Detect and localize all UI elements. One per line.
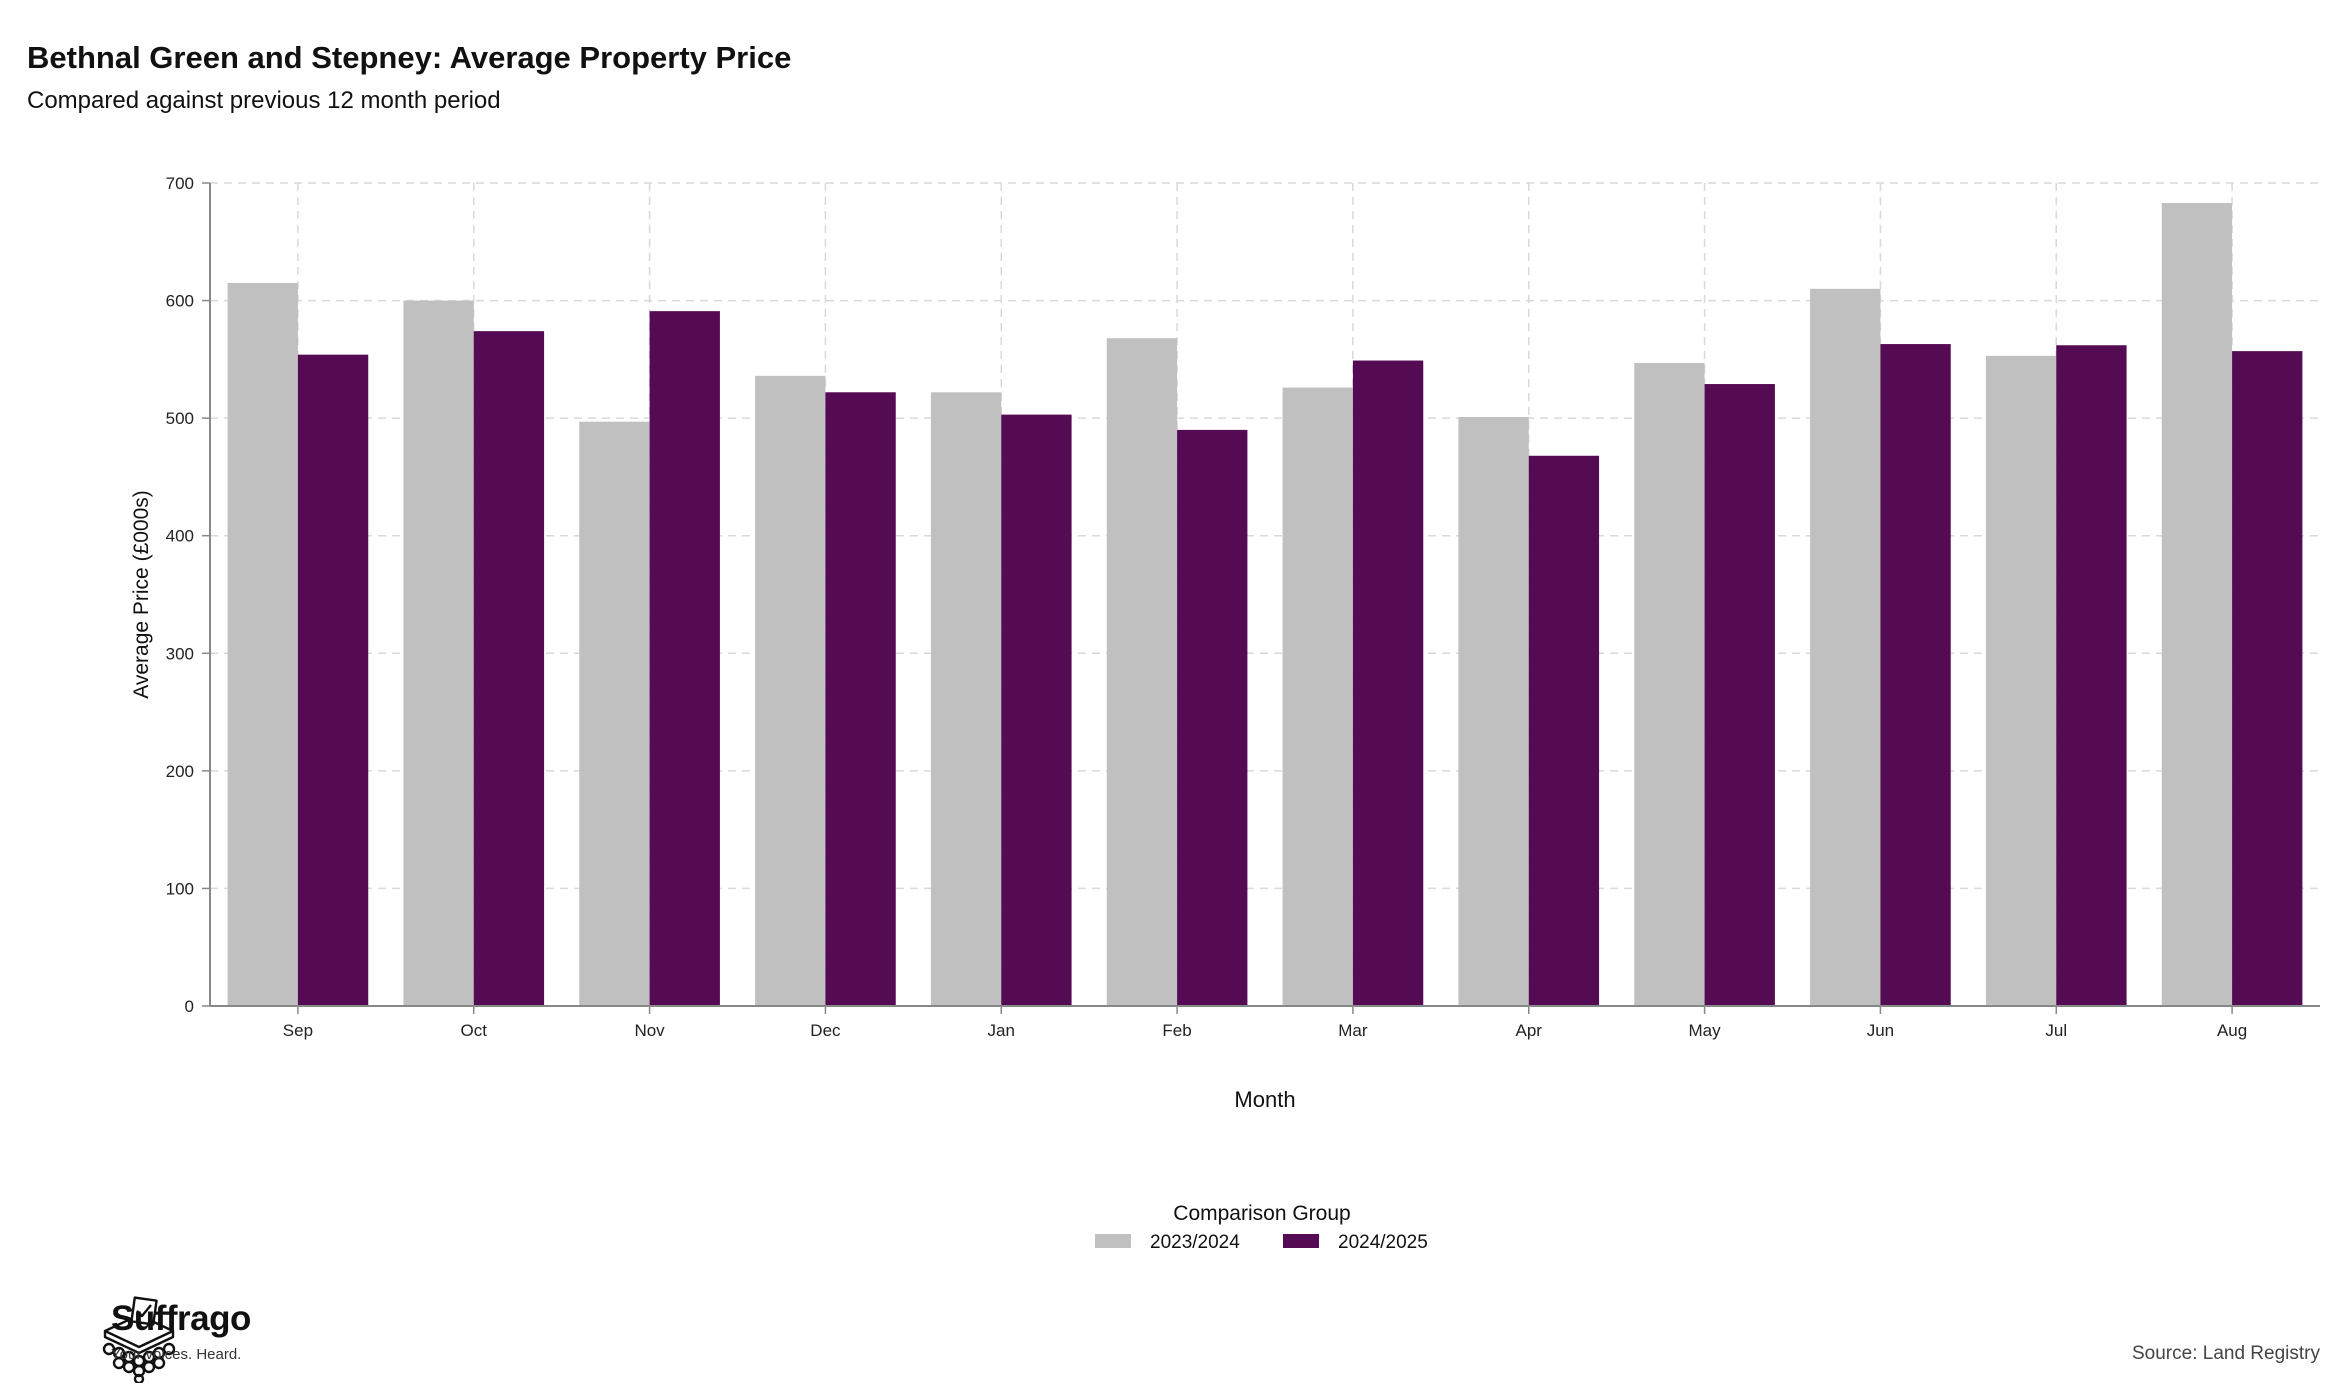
bar-2023-2024-sep [227,282,298,1007]
bar-2024-2025-oct [473,331,545,1006]
x-tick-label: Sep [283,1021,313,1040]
legend-swatch-2024-2025 [1283,1234,1319,1248]
bar-2024-2025-jan [1001,414,1072,1006]
x-tick-label: May [1689,1021,1722,1040]
bar-2023-2024-may [1634,362,1705,1006]
ballot-box-logo-icon [102,1296,176,1383]
chart-subtitle: Compared against previous 12 month perio… [27,87,501,114]
x-tick-label: Jan [988,1021,1015,1040]
legend-label-2023-2024: 2023/2024 [1150,1232,1240,1253]
bar-2023-2024-aug [2161,202,2233,1007]
bar-2023-2024-nov [579,421,650,1006]
bar-2024-2025-nov [649,311,720,1007]
bar-2024-2025-aug [2232,351,2303,1006]
bar-2024-2025-dec [825,392,896,1007]
y-tick-label: 100 [166,879,194,898]
bar-2023-2024-feb [1106,338,1178,1006]
logo-wordmark: Suffrago [111,1299,251,1338]
bar-2023-2024-mar [1282,387,1353,1006]
x-tick-label: Oct [461,1021,488,1040]
bar-2024-2025-mar [1352,360,1424,1007]
x-tick-label: Jun [1867,1021,1894,1040]
bar-2024-2025-jun [1880,344,1951,1006]
x-axis-title: Month [1234,1087,1295,1112]
bar-2023-2024-oct [403,300,474,1007]
x-tick-label: Apr [1516,1021,1543,1040]
bar-2023-2024-dec [755,375,826,1006]
y-tick-label: 200 [166,762,194,781]
y-tick-label: 300 [166,644,194,663]
bar-2024-2025-feb [1177,429,1248,1006]
logo-tagline: Your voices. Heard. [111,1346,242,1363]
y-tick-label: 400 [166,527,194,546]
bar-2023-2024-jan [930,392,1002,1007]
source-note: Source: Land Registry [2132,1343,2320,1364]
chart-title: Bethnal Green and Stepney: Average Prope… [27,40,792,75]
bar-2024-2025-sep [297,354,369,1006]
y-tick-label: 600 [166,292,194,311]
x-tick-label: Feb [1162,1021,1191,1040]
x-tick-label: Mar [1338,1021,1368,1040]
legend-label-2024-2025: 2024/2025 [1338,1232,1428,1253]
bar-2023-2024-jul [1985,355,2057,1007]
bar-2024-2025-jul [2056,345,2127,1007]
x-tick-label: Nov [634,1021,665,1040]
bar-2024-2025-may [1704,384,1775,1007]
x-tick-label: Aug [2217,1021,2247,1040]
x-tick-label: Jul [2045,1021,2067,1040]
y-axis-title: Average Price (£000s) [130,490,153,699]
legend-swatch-2023-2024 [1095,1234,1131,1248]
bar-2024-2025-apr [1528,455,1600,1006]
legend-title: Comparison Group [1173,1202,1350,1225]
bar-chart: 0 100 200 300 400 500 600 700 Sep Oct Nov Dec Jan Feb… [130,174,2320,1253]
bar-2023-2024-jun [1810,288,1881,1006]
bar-2023-2024-apr [1458,416,1529,1006]
y-tick-label: 0 [185,997,194,1016]
y-tick-label: 500 [166,409,194,428]
x-tick-label: Dec [810,1021,841,1040]
y-tick-label: 700 [166,174,194,193]
